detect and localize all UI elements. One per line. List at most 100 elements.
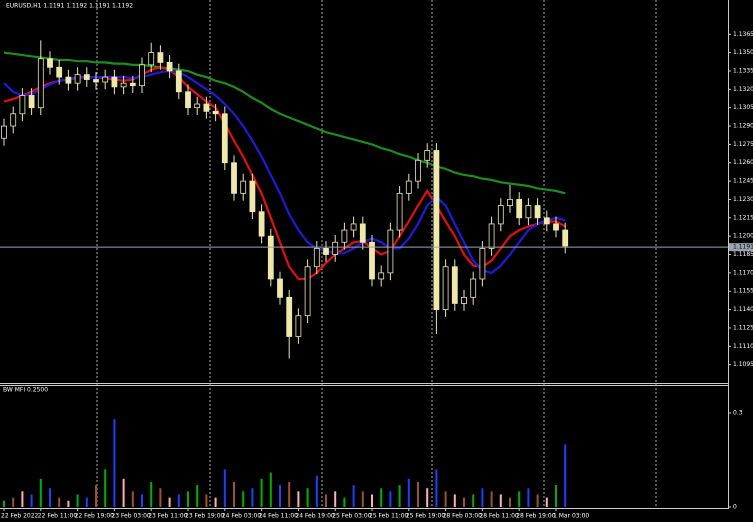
bar [205,494,208,507]
candle-body [442,266,449,310]
x-tick-label: 25 Feb 19:00 [406,513,446,520]
bar [306,488,309,507]
y-tick-label: 1.1170 [733,269,753,276]
bar [297,491,300,507]
candle-body [28,95,35,109]
candle-body [93,79,99,83]
y-tick-label: 0.3 [733,410,743,417]
candle-body [323,247,329,255]
candle-body [267,235,274,280]
candle-body [295,315,302,337]
bar [472,494,475,507]
x-tick-label: 22 Feb 19:00 [75,513,115,520]
bar [113,419,116,507]
x-tick-label: 23 Feb 19:00 [185,513,225,520]
x-tick-label: 28 Feb 11:00 [479,513,519,520]
candle-body [231,162,237,194]
bar [564,444,567,507]
indicator-title: BW MFI 0.2500 [3,387,48,394]
bar [159,488,162,507]
bar [49,488,51,507]
candle-body [102,76,109,83]
x-tick-label: 28 Feb 19:00 [516,513,556,520]
y-tick-label: 1.1155 [733,288,753,295]
candle-body [139,64,145,87]
bar [95,485,97,507]
candle-body [534,205,541,219]
x-tick-label: 28 Feb 03:00 [443,513,483,520]
bar [343,497,346,507]
candle-body [543,217,550,225]
x-tick-label: 24 Feb 19:00 [295,513,335,520]
bar [104,469,107,507]
current-price-label: 1.1191 [733,244,753,251]
bar [426,488,429,507]
chart-title: EURUSD,H1 1.1191 1.1192 1.1191 1.1192 [6,3,133,10]
bar [242,491,245,507]
candle-body [47,58,53,68]
bar [536,494,539,507]
bar [361,491,364,507]
bar [444,491,447,507]
period-separators [96,0,657,508]
bar [453,494,456,507]
candle-body [516,199,523,219]
y-tick-label: 1.1245 [733,178,753,185]
bar [352,485,355,507]
bar [398,485,401,507]
candle-body [396,192,403,231]
y-tick-label: 1.1215 [733,214,753,221]
candle-body [37,58,44,109]
candle-body [424,150,431,161]
bar [76,494,79,507]
candle-body [129,82,136,87]
y-tick-label: 1.1275 [733,141,753,148]
bar [509,497,511,507]
bar [21,491,24,507]
candle-body [369,241,375,280]
candle-body [479,247,486,280]
bar [196,485,199,507]
candle-body [304,266,311,317]
candle-body [525,205,532,219]
candle-body [332,241,339,255]
y-tick-label: 1.1350 [733,49,753,56]
bar [131,491,134,507]
candle-body [350,223,357,231]
candle-body [203,103,210,112]
y-tick-label: 1.1320 [733,86,753,93]
candle-body [148,52,155,66]
bar [490,491,493,507]
candle-body [451,266,458,304]
y-tick-label: 1.1200 [733,233,753,240]
candle-body [497,205,504,225]
bar [30,494,33,507]
y-tick-label: 1.1185 [733,251,753,258]
candle-body [166,62,173,72]
bar [555,485,557,507]
x-tick-label: 23 Feb 11:00 [148,513,188,520]
bar [279,485,281,507]
bar [187,491,189,507]
candle-body [507,199,513,206]
candle-body [461,296,467,304]
bar [288,481,291,507]
y-tick-label: 1.1110 [733,343,753,350]
bar [141,494,143,507]
current-price-box [729,243,753,252]
x-tick-label: 24 Feb 11:00 [259,513,299,520]
y-tick-label: 1.1305 [733,104,753,111]
candle-body [277,278,283,298]
bar [122,478,125,507]
bar [463,497,465,507]
bar [417,481,419,507]
bar [481,488,484,507]
bar [407,478,410,507]
candle-body [488,223,495,249]
y-tick-label: 1.1260 [733,159,753,166]
bar [177,494,180,507]
candle-body [74,74,81,84]
bar [380,488,383,507]
bar [435,469,438,507]
